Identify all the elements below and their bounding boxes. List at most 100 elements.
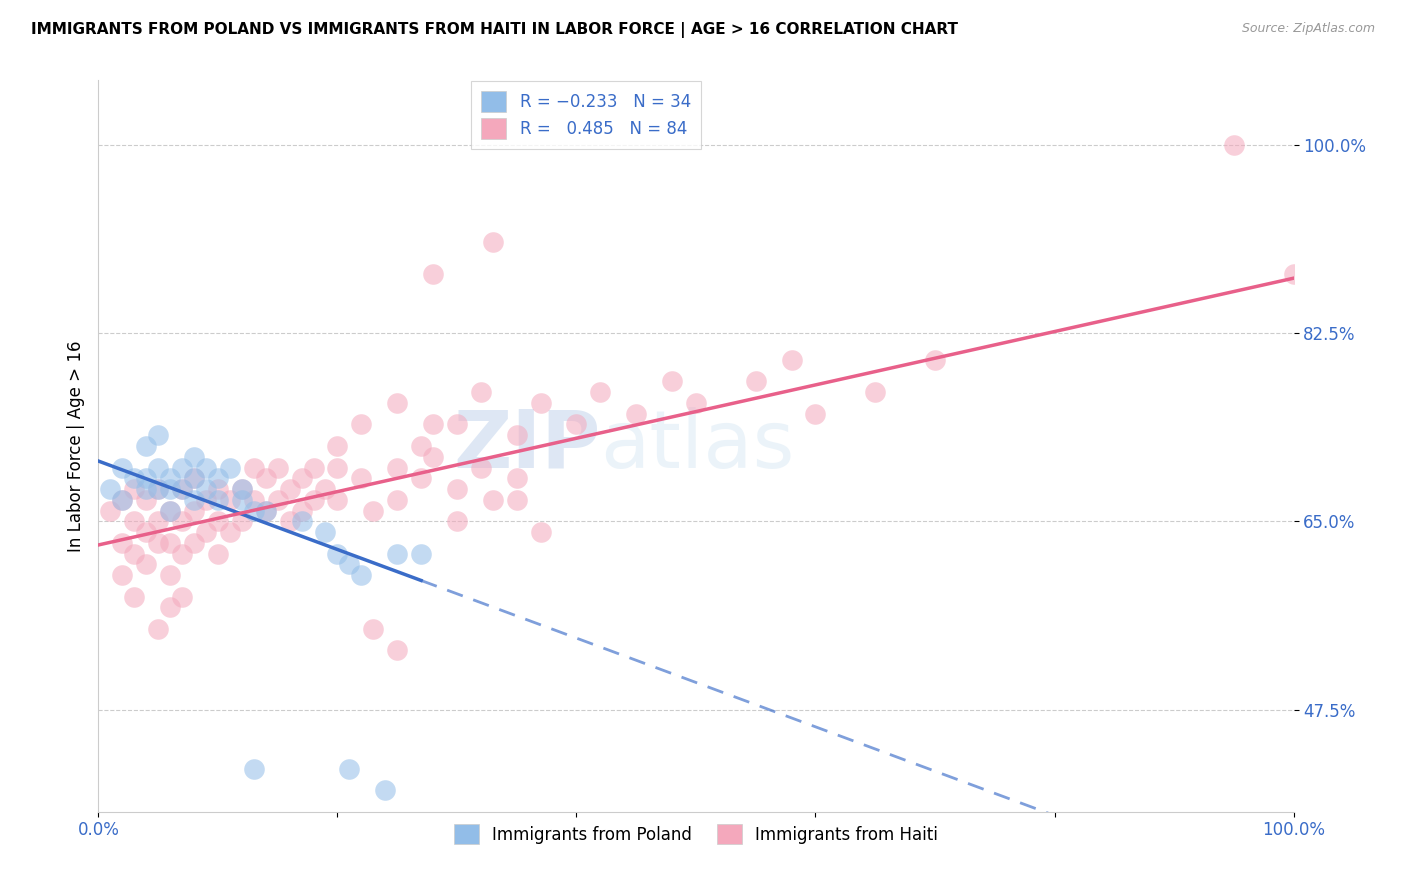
Point [339, 762, 361, 776]
Point [565, 417, 588, 432]
Point [865, 385, 887, 400]
Point [339, 558, 361, 572]
Point [374, 783, 396, 797]
Point [267, 460, 290, 475]
Point [530, 524, 553, 539]
Point [195, 460, 218, 475]
Point [385, 492, 409, 507]
Point [135, 524, 157, 539]
Point [481, 492, 505, 507]
Point [219, 492, 242, 507]
Point [135, 439, 157, 453]
Point [111, 492, 134, 507]
Point [291, 514, 314, 528]
Point [446, 417, 468, 432]
Point [183, 450, 205, 464]
Point [506, 471, 529, 485]
Point [172, 590, 194, 604]
Point [302, 460, 325, 475]
Point [207, 482, 229, 496]
Point [422, 450, 444, 464]
Text: atlas: atlas [600, 407, 794, 485]
Point [745, 375, 768, 389]
Point [315, 524, 337, 539]
Point [159, 482, 181, 496]
Text: Source: ZipAtlas.com: Source: ZipAtlas.com [1241, 22, 1375, 36]
Point [385, 396, 409, 410]
Point [195, 482, 218, 496]
Point [804, 407, 827, 421]
Legend: Immigrants from Poland, Immigrants from Haiti: Immigrants from Poland, Immigrants from … [447, 817, 945, 851]
Point [685, 396, 707, 410]
Point [135, 471, 157, 485]
Point [350, 471, 373, 485]
Point [135, 492, 157, 507]
Point [183, 503, 205, 517]
Point [207, 514, 229, 528]
Point [350, 568, 373, 582]
Point [506, 428, 529, 442]
Point [326, 492, 349, 507]
Point [385, 643, 409, 657]
Point [411, 439, 433, 453]
Point [661, 375, 683, 389]
Point [291, 503, 314, 517]
Point [350, 417, 373, 432]
Point [159, 471, 181, 485]
Point [183, 492, 205, 507]
Point [111, 492, 134, 507]
Point [446, 482, 468, 496]
Point [124, 547, 146, 561]
Point [159, 503, 181, 517]
Point [207, 547, 229, 561]
Point [326, 439, 349, 453]
Point [207, 471, 229, 485]
Point [183, 471, 205, 485]
Point [326, 460, 349, 475]
Point [470, 460, 492, 475]
Text: IMMIGRANTS FROM POLAND VS IMMIGRANTS FROM HAITI IN LABOR FORCE | AGE > 16 CORREL: IMMIGRANTS FROM POLAND VS IMMIGRANTS FRO… [31, 22, 957, 38]
Point [231, 482, 253, 496]
Point [124, 590, 146, 604]
Point [780, 353, 803, 368]
Point [172, 547, 194, 561]
Point [267, 492, 290, 507]
Point [195, 524, 218, 539]
Point [159, 503, 181, 517]
Point [315, 482, 337, 496]
Point [481, 235, 505, 249]
Point [411, 471, 433, 485]
Point [111, 460, 134, 475]
Point [159, 568, 181, 582]
Point [172, 482, 194, 496]
Point [1223, 137, 1246, 152]
Point [243, 762, 266, 776]
Point [98, 482, 122, 496]
Point [363, 503, 385, 517]
Point [219, 460, 242, 475]
Point [231, 482, 253, 496]
Point [207, 492, 229, 507]
Point [924, 353, 946, 368]
Point [148, 536, 170, 550]
Point [243, 503, 266, 517]
Point [159, 536, 181, 550]
Point [172, 482, 194, 496]
Point [231, 492, 253, 507]
Point [124, 471, 146, 485]
Point [135, 482, 157, 496]
Point [172, 460, 194, 475]
Point [243, 460, 266, 475]
Point [254, 471, 277, 485]
Point [148, 514, 170, 528]
Point [422, 267, 444, 281]
Point [172, 514, 194, 528]
Point [385, 547, 409, 561]
Point [446, 514, 468, 528]
Y-axis label: In Labor Force | Age > 16: In Labor Force | Age > 16 [66, 340, 84, 552]
Point [148, 428, 170, 442]
Point [148, 622, 170, 636]
Point [135, 558, 157, 572]
Text: ZIP: ZIP [453, 407, 600, 485]
Point [159, 600, 181, 615]
